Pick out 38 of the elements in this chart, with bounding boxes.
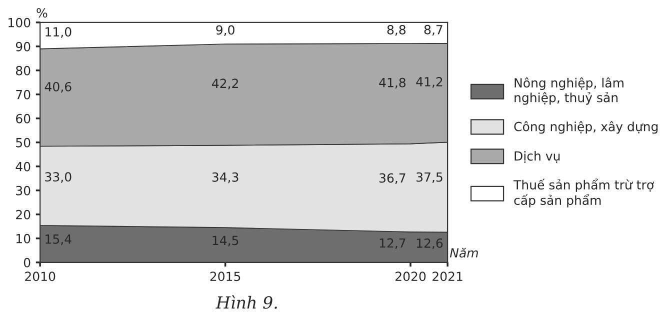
data-label: 36,7 bbox=[379, 173, 406, 184]
data-label: 11,0 bbox=[46, 27, 72, 38]
x-axis-title: Năm bbox=[450, 248, 478, 258]
text: Hình 9. bbox=[216, 295, 277, 309]
y-axis-title: % bbox=[36, 8, 48, 18]
data-label: 34,3 bbox=[212, 172, 238, 184]
y-tick-label: 60 bbox=[16, 114, 30, 124]
x-tick-label: 2020 bbox=[396, 272, 426, 282]
y-tick-label: 40 bbox=[16, 162, 30, 172]
x-tick-label: 2010 bbox=[25, 272, 56, 282]
data-label: 12,7 bbox=[380, 238, 406, 250]
data-label: 41,8 bbox=[379, 78, 406, 89]
data-label: 8,8 bbox=[387, 25, 406, 36]
y-tick-label: 90 bbox=[16, 42, 30, 52]
x-tick-label: 2015 bbox=[210, 272, 240, 282]
data-label: 9,0 bbox=[216, 25, 234, 36]
data-label: 14,5 bbox=[212, 236, 238, 246]
legend-label: Nông nghiệp, lâm nghiệp, thuỷ sản bbox=[514, 77, 624, 105]
data-label: 33,0 bbox=[45, 172, 72, 183]
y-tick-label: 20 bbox=[16, 210, 30, 220]
legend-label: Dịch vụ bbox=[514, 151, 560, 163]
data-label: 12,6 bbox=[416, 238, 443, 250]
data-label: 41,2 bbox=[416, 77, 442, 88]
legend-label: Công nghiệp, xây dựng bbox=[514, 121, 658, 134]
data-label: 15,4 bbox=[46, 234, 72, 246]
y-tick-label: 50 bbox=[16, 138, 30, 148]
y-tick-label: 30 bbox=[16, 186, 30, 196]
y-tick-label: 80 bbox=[16, 66, 30, 76]
y-tick-label: 100 bbox=[8, 18, 30, 28]
x-tick-label: 2021 bbox=[432, 272, 462, 282]
data-label: 40,6 bbox=[44, 82, 72, 93]
y-tick-label: 0 bbox=[24, 258, 30, 268]
y-tick-label: 70 bbox=[16, 90, 30, 100]
y-tick-label: 10 bbox=[16, 234, 30, 244]
data-label: 42,2 bbox=[212, 78, 238, 90]
legend-label: Thuế sản phẩm trừ trợ cấp sản phẩm bbox=[513, 178, 654, 208]
data-label: 8,7 bbox=[424, 24, 442, 36]
data-label: 37,5 bbox=[416, 172, 442, 184]
